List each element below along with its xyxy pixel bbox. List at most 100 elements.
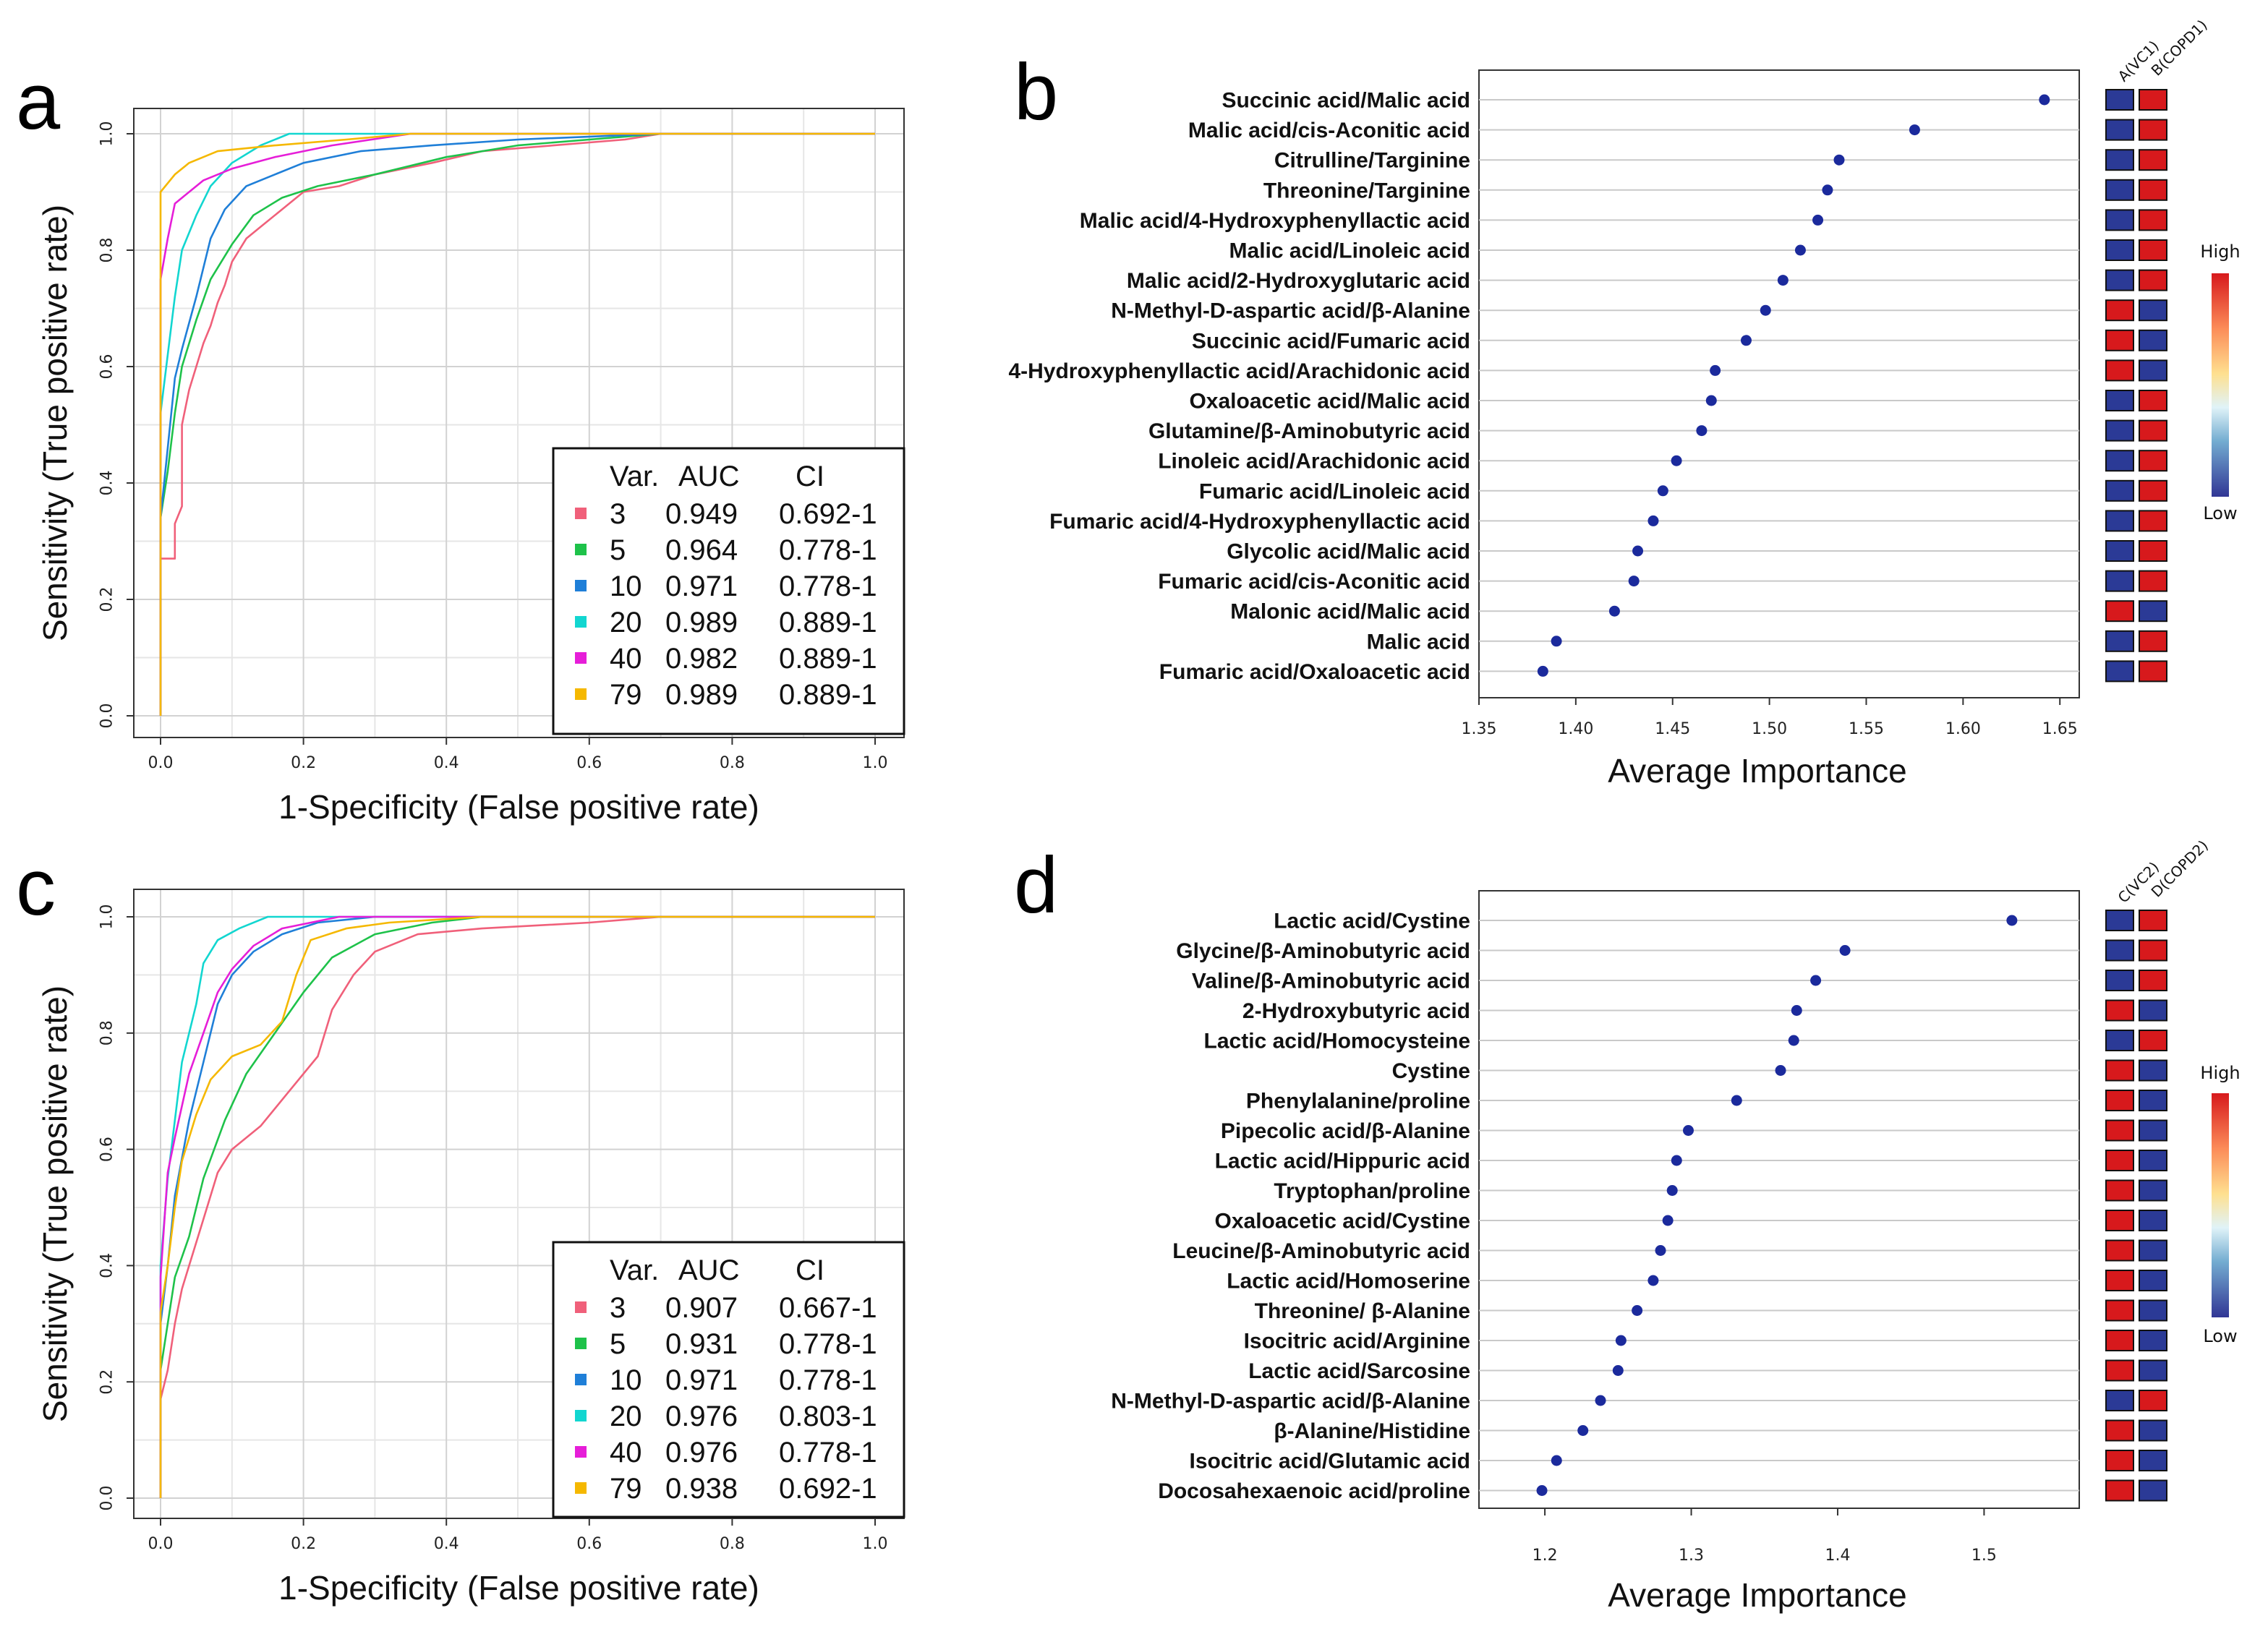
color-scale-bar <box>2212 1093 2229 1317</box>
heatmap-cell-group2 <box>2139 660 2167 683</box>
feature-label: Lactic acid/Sarcosine <box>1248 1359 1470 1383</box>
heatmap-cell-group2 <box>2139 1390 2167 1411</box>
feature-label: Pipecolic acid/β-Alanine <box>1221 1119 1470 1143</box>
legend-var: 3 <box>610 1292 626 1324</box>
roc-line-var-20 <box>159 132 875 716</box>
legend-ci: 0.778-1 <box>779 1364 877 1396</box>
feature-label: Valine/β-Aminobutyric acid <box>1192 970 1470 993</box>
importance-dot <box>1577 1425 1589 1436</box>
heatmap-cell-group1 <box>2105 419 2134 442</box>
feature-label: Malic acid/2-Hydroxyglutaric acid <box>1127 269 1470 293</box>
heatmap-cell-group1 <box>2105 1239 2134 1262</box>
legend-swatch-var-5 <box>575 544 587 555</box>
importance-dot <box>1791 1005 1802 1016</box>
importance-dot <box>1682 1125 1694 1136</box>
x-tick-label: 0.4 <box>434 754 459 772</box>
importance-dot <box>1760 304 1771 316</box>
legend-header-auc: AUC <box>678 1254 739 1286</box>
heatmap-cell-group1 <box>2105 939 2134 962</box>
x-tick-label: 0.6 <box>576 754 602 772</box>
y-tick-label: 0.6 <box>98 354 116 380</box>
heatmap-cell-group2 <box>2139 1150 2167 1171</box>
heatmap-cell-group2 <box>2139 1299 2167 1322</box>
heatmap-cell-group2 <box>2139 999 2167 1022</box>
feature-label: Tryptophan/proline <box>1274 1179 1470 1203</box>
importance-dot <box>1810 975 1822 986</box>
y-tick-label: 0.4 <box>98 471 116 496</box>
importance-dot <box>1612 1365 1624 1376</box>
heatmap-cell-group2 <box>2139 209 2167 231</box>
legend-swatch-var-79 <box>575 688 587 700</box>
heatmap-cell-group1 <box>2105 1030 2134 1051</box>
heatmap-cell-group1 <box>2105 269 2134 291</box>
importance-dot <box>1608 605 1620 617</box>
legend-auc: 0.971 <box>665 1364 738 1396</box>
heatmap-cell-group2 <box>2139 1330 2167 1351</box>
heatmap-cell-group1 <box>2105 510 2134 532</box>
heatmap-cell-group2 <box>2139 910 2167 931</box>
heatmap-cell-group1 <box>2105 1450 2134 1471</box>
heatmap-cell-group2 <box>2139 970 2167 991</box>
x-tick-label: 1.0 <box>863 754 888 772</box>
y-tick-label: 0.8 <box>98 1020 116 1046</box>
legend-var: 3 <box>610 498 626 530</box>
y-axis-title: Sensitivity (True positive rate) <box>36 205 74 641</box>
x-tick-label: 0.2 <box>291 1535 316 1553</box>
x-tick-label: 1.50 <box>1752 720 1787 738</box>
feature-label: Leucine/β-Aminobutyric acid <box>1172 1239 1470 1263</box>
importance-dot <box>1731 1095 1742 1106</box>
heatmap-cell-group2 <box>2139 540 2167 562</box>
legend-var: 40 <box>610 1437 642 1468</box>
x-tick-label: 0.0 <box>148 1535 174 1553</box>
heatmap-cell-group1 <box>2105 359 2134 382</box>
feature-label: Glycolic acid/Malic acid <box>1227 540 1470 564</box>
heatmap-cell-group2 <box>2139 1030 2167 1051</box>
y-tick-label: 0.0 <box>98 1486 116 1511</box>
legend-ci: 0.692-1 <box>779 1473 877 1505</box>
feature-label: Cystine <box>1392 1059 1470 1083</box>
legend-ci: 0.667-1 <box>779 1292 877 1324</box>
heatmap-cell-group1 <box>2105 1210 2134 1231</box>
feature-label: Isocitric acid/Glutamic acid <box>1190 1450 1470 1474</box>
panel-letter-b: b <box>1014 48 1058 137</box>
importance-dot <box>1833 154 1845 166</box>
legend-ci: 0.803-1 <box>779 1401 877 1432</box>
legend-header-auc: AUC <box>678 461 739 492</box>
x-tick-label: 1.2 <box>1532 1547 1558 1565</box>
x-tick-label: 1.65 <box>2042 720 2078 738</box>
importance-dot <box>1775 1065 1786 1076</box>
feature-label: Succinic acid/Fumaric acid <box>1192 329 1470 353</box>
heatmap-cell-group1 <box>2105 179 2134 201</box>
heatmap-cell-group1 <box>2105 970 2134 991</box>
heatmap-cell-group2 <box>2139 1059 2167 1082</box>
feature-label: β-Alanine/Histidine <box>1274 1419 1470 1443</box>
legend-auc: 0.949 <box>665 498 738 530</box>
heatmap-cell-group1 <box>2105 910 2134 931</box>
heatmap-cell-group1 <box>2105 1419 2134 1442</box>
feature-label: Phenylalanine/proline <box>1246 1090 1470 1113</box>
importance-dot <box>1632 545 1644 557</box>
legend-swatch-var-79 <box>575 1482 587 1494</box>
legend-box <box>552 447 905 735</box>
legend-var: 20 <box>610 607 642 638</box>
legend-ci: 0.889-1 <box>779 643 877 675</box>
importance-dot <box>1696 425 1708 437</box>
heatmap-cell-group2 <box>2139 390 2167 411</box>
x-tick-label: 1.60 <box>1945 720 1981 738</box>
x-tick-label: 0.0 <box>148 754 174 772</box>
x-tick-label: 1.5 <box>1971 1547 1997 1565</box>
x-tick-label: 0.8 <box>720 1535 745 1553</box>
y-tick-label: 0.6 <box>98 1137 116 1162</box>
panel-letter-a: a <box>16 57 61 146</box>
heatmap-cell-group2 <box>2139 479 2167 502</box>
feature-label: Succinic acid/Malic acid <box>1222 89 1470 113</box>
feature-label: Glycine/β-Aminobutyric acid <box>1176 939 1470 963</box>
x-tick-label: 0.8 <box>720 754 745 772</box>
legend-var: 5 <box>610 1328 626 1360</box>
legend-var: 40 <box>610 643 642 675</box>
heatmap-cell-group1 <box>2105 390 2134 411</box>
legend-ci: 0.778-1 <box>779 1328 877 1360</box>
x-tick-label: 0.2 <box>291 754 316 772</box>
scale-high-label: High <box>2200 241 2240 262</box>
feature-label: Lactic acid/Cystine <box>1274 910 1470 933</box>
